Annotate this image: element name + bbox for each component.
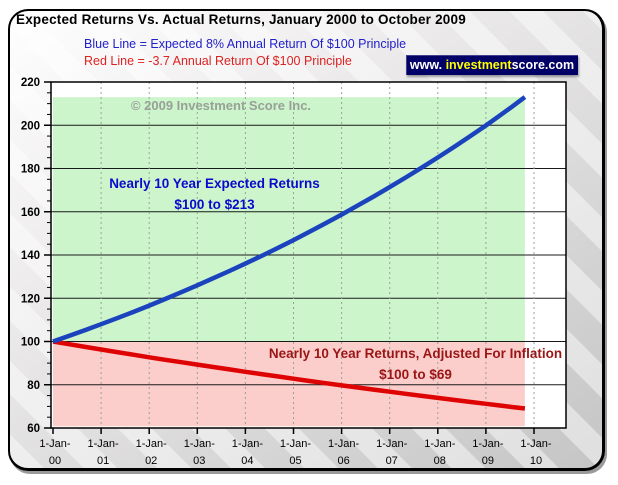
expected-returns-annotation-line2: $100 to $213 (174, 197, 255, 212)
actual-returns-annotation-line2: $100 to $69 (379, 367, 452, 382)
x-tick-label-month: 1-Jan- (376, 438, 408, 450)
y-tick-label: 160 (21, 207, 40, 219)
x-tick-label-year: 10 (530, 455, 542, 467)
x-tick-label-month: 1-Jan- (328, 438, 360, 450)
x-tick-label-year: 03 (193, 455, 205, 467)
y-tick-label: 180 (21, 164, 40, 176)
x-tick-label-year: 06 (337, 455, 349, 467)
x-tick-label-year: 09 (482, 455, 494, 467)
y-tick-label: 100 (21, 337, 40, 349)
x-tick-label-month: 1-Jan- (520, 438, 552, 450)
y-tick-label: 80 (27, 380, 40, 392)
y-tick-label: 60 (27, 423, 40, 435)
x-tick-label-month: 1-Jan- (184, 438, 216, 450)
x-tick-label-month: 1-Jan- (424, 438, 456, 450)
x-tick-label-year: 07 (386, 455, 398, 467)
y-tick-label: 220 (21, 77, 40, 89)
x-tick-label-month: 1-Jan- (280, 438, 312, 450)
x-tick-label-year: 08 (434, 455, 446, 467)
website-highlight: investment (445, 58, 512, 72)
x-tick-label-year: 02 (145, 455, 157, 467)
y-tick-label: 120 (21, 293, 40, 305)
website-suffix: score.com (511, 58, 575, 72)
chart-title: Expected Returns Vs. Actual Returns, Jan… (16, 12, 466, 27)
x-tick-label-month: 1-Jan- (39, 438, 71, 450)
website-prefix: www. (409, 58, 446, 72)
x-tick-label-month: 1-Jan- (136, 438, 168, 450)
y-tick-label: 200 (21, 120, 40, 132)
legend-blue-line: Blue Line = Expected 8% Annual Return Of… (84, 37, 407, 51)
website-badge[interactable]: www. investmentscore.com (406, 55, 578, 75)
x-tick-label-year: 04 (241, 455, 253, 467)
expected-returns-annotation-line1: Nearly 10 Year Expected Returns (109, 176, 320, 191)
copyright-watermark: © 2009 Investment Score Inc. (130, 98, 312, 113)
actual-returns-annotation-line1: Nearly 10 Year Returns, Adjusted For Inf… (268, 346, 563, 361)
expected-return-line (52, 95, 527, 344)
x-tick-label-month: 1-Jan- (88, 438, 120, 450)
actual-return-line (52, 339, 526, 411)
expected-gain-band (53, 97, 525, 342)
x-tick-label-year: 00 (49, 455, 61, 467)
y-tick-label: 140 (21, 250, 40, 262)
x-tick-label-year: 01 (97, 455, 109, 467)
x-tick-label-month: 1-Jan- (232, 438, 264, 450)
legend-red-line: Red Line = -3.7 Annual Return Of $100 Pr… (84, 54, 352, 68)
x-tick-label-year: 05 (289, 455, 301, 467)
x-tick-label-month: 1-Jan- (472, 438, 504, 450)
actual-returns-annotation: Nearly 10 Year Returns, Adjusted For Inf… (238, 343, 593, 385)
expected-returns-annotation: Nearly 10 Year Expected Returns $100 to … (62, 173, 367, 215)
